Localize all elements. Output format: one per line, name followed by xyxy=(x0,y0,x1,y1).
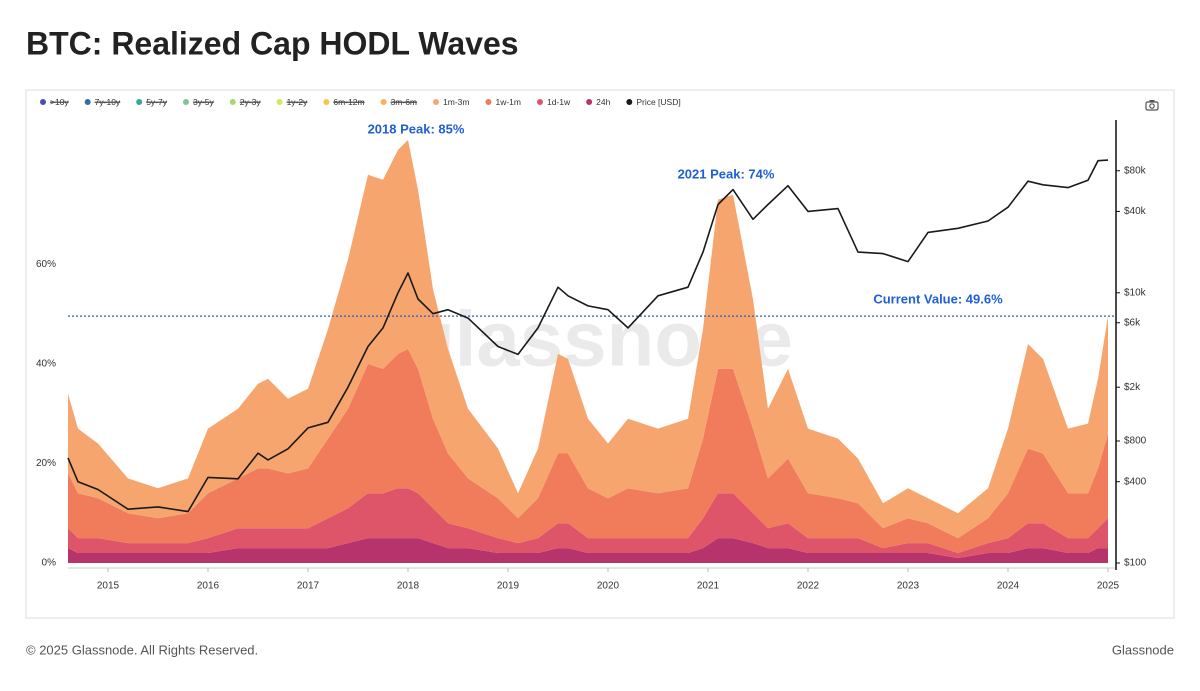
area-band xyxy=(68,538,1108,563)
legend-label[interactable]: 1y-2y xyxy=(287,97,309,107)
legend-label[interactable]: 7y-10y xyxy=(95,97,121,107)
y2-tick-label: $10k xyxy=(1124,287,1147,298)
area-band xyxy=(68,349,1108,553)
y2-tick-label: $6k xyxy=(1124,317,1141,328)
legend-marker xyxy=(626,99,633,105)
y2-tick-label: $100 xyxy=(1124,558,1147,569)
legend-marker xyxy=(536,99,543,105)
y2-tick-label: $800 xyxy=(1124,436,1147,447)
legend-label[interactable]: 1d-1w xyxy=(547,97,571,107)
x-tick-label: 2018 xyxy=(397,581,420,592)
y-tick-label: 40% xyxy=(36,359,56,370)
legend-marker xyxy=(485,99,492,105)
x-tick-label: 2025 xyxy=(1097,581,1120,592)
reference-label: Current Value: 49.6% xyxy=(873,292,1003,307)
legend-label[interactable]: 6m-12m xyxy=(333,97,364,107)
legend-marker xyxy=(84,99,91,105)
legend-marker xyxy=(136,99,143,105)
legend-marker xyxy=(229,99,236,105)
legend-label[interactable]: 5y-7y xyxy=(146,97,168,107)
legend-label[interactable]: 24h xyxy=(596,97,610,107)
legend-marker xyxy=(182,99,189,105)
legend-label[interactable]: >10y xyxy=(50,97,69,107)
legend-marker xyxy=(586,99,593,105)
price-line xyxy=(67,159,1109,513)
y-tick-label: 0% xyxy=(42,558,57,569)
y2-tick-label: $80k xyxy=(1124,165,1147,176)
x-tick-label: 2024 xyxy=(997,581,1020,592)
legend-label[interactable]: 1m-3m xyxy=(443,97,469,107)
legend-label[interactable]: 3m-6m xyxy=(391,97,417,107)
legend-label[interactable]: 3y-5y xyxy=(193,97,215,107)
legend-label[interactable]: 1w-1m xyxy=(495,97,521,107)
x-tick-label: 2022 xyxy=(797,581,820,592)
y2-tick-label: $40k xyxy=(1124,206,1147,217)
copyright: © 2025 Glassnode. All Rights Reserved. xyxy=(26,642,258,657)
page-title: BTC: Realized Cap HODL Waves xyxy=(26,25,519,61)
x-tick-label: 2017 xyxy=(297,581,320,592)
annotation: 2018 Peak: 85% xyxy=(368,121,465,136)
legend-label[interactable]: 2y-3y xyxy=(240,97,262,107)
x-tick-label: 2020 xyxy=(597,581,620,592)
y2-tick-label: $2k xyxy=(1124,382,1141,393)
legend-marker xyxy=(276,99,283,105)
area-band xyxy=(68,139,1108,539)
x-tick-label: 2016 xyxy=(197,581,220,592)
x-tick-label: 2015 xyxy=(97,581,120,592)
y2-tick-label: $400 xyxy=(1124,476,1147,487)
legend-marker xyxy=(40,99,46,105)
x-tick-label: 2023 xyxy=(897,581,920,592)
legend-marker xyxy=(433,99,440,105)
y-tick-label: 60% xyxy=(36,259,56,270)
legend-marker xyxy=(323,99,330,105)
x-tick-label: 2019 xyxy=(497,581,520,592)
brand: Glassnode xyxy=(1112,642,1174,657)
x-tick-label: 2021 xyxy=(697,581,720,592)
y-tick-label: 20% xyxy=(36,458,56,469)
chart-frame xyxy=(25,89,1175,619)
camera-icon[interactable] xyxy=(1145,100,1159,111)
legend-marker xyxy=(380,99,387,105)
area-band xyxy=(68,488,1108,558)
legend-label[interactable]: Price [USD] xyxy=(636,97,680,107)
annotation: 2021 Peak: 74% xyxy=(678,166,775,181)
